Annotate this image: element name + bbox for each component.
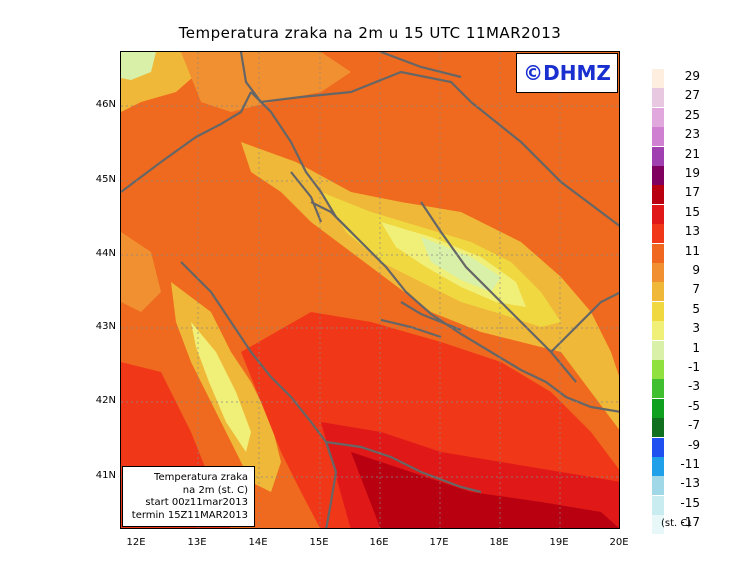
lat-label: 45N: [95, 174, 116, 185]
legend-label: -3: [688, 379, 700, 394]
legend-swatch: [652, 398, 664, 418]
legend-label: 3: [692, 321, 700, 336]
info-line-2: na 2m (st. C): [182, 484, 248, 496]
legend-label: 1: [692, 340, 700, 355]
legend-label: -15: [680, 495, 700, 510]
field-dinaric-coldest: [421, 237, 501, 292]
lon-label: 19E: [549, 537, 569, 548]
field-north-band: [181, 52, 351, 112]
legend-swatch: [652, 282, 664, 302]
legend-swatch: [652, 418, 664, 438]
legend-swatch: [652, 360, 664, 379]
forecast-info-box: Temperatura zraka na 2m (st. C) start 00…: [122, 466, 255, 527]
lon-label: 14E: [248, 537, 268, 548]
legend-swatch: [652, 243, 664, 263]
legend-label: -11: [680, 457, 700, 471]
legend-swatch: [652, 321, 664, 341]
lon-label: 15E: [309, 537, 329, 548]
legend-unit: (st. C): [661, 518, 692, 529]
legend-swatch: [652, 515, 664, 535]
legend-swatch: [652, 437, 664, 457]
legend-label: 13: [684, 224, 700, 239]
legend-label: -13: [680, 476, 700, 491]
lat-label: 43N: [95, 321, 116, 332]
legend-label: 19: [684, 166, 700, 180]
legend-label: 21: [684, 146, 700, 161]
legend-swatch: [652, 127, 664, 147]
map-title: Temperatura zraka na 2m u 15 UTC 11MAR20…: [178, 24, 562, 42]
lat-label: 42N: [95, 395, 116, 406]
legend-swatch: [652, 146, 664, 166]
lon-label: 20E: [609, 537, 629, 548]
coastlines: [121, 52, 619, 528]
field-west-spot: [121, 232, 161, 312]
legend-label: 17: [684, 185, 700, 200]
legend-label: -1: [688, 360, 700, 374]
legend-swatch: [652, 301, 664, 321]
legend-label: 23: [684, 127, 700, 142]
legend-swatch: [652, 263, 664, 282]
legend-label: -5: [688, 398, 700, 413]
legend-label: 15: [684, 204, 700, 219]
lat-label: 41N: [95, 470, 116, 481]
legend-label: 11: [684, 243, 700, 258]
lon-label: 13E: [187, 537, 207, 548]
graticule: [121, 52, 619, 528]
field-italy-cool: [191, 322, 251, 452]
legend-label: 7: [692, 282, 700, 297]
field-nw-cool: [121, 52, 156, 80]
legend-label: 25: [684, 107, 700, 122]
temperature-map: [120, 51, 620, 529]
legend-swatch: [652, 69, 664, 88]
legend-swatch: [652, 204, 664, 224]
info-line-3: start 00z11mar2013: [145, 497, 248, 508]
legend-swatch: [652, 457, 664, 476]
legend-label: 29: [684, 69, 700, 83]
legend-label: -17: [680, 515, 700, 530]
lon-label: 16E: [369, 537, 389, 548]
legend-swatch: [652, 340, 664, 360]
dhmz-logo: ©DHMZ: [516, 53, 618, 93]
legend-label: 27: [684, 88, 700, 103]
lon-label: 12E: [126, 537, 146, 548]
legend-swatch: [652, 185, 664, 205]
legend-label: 9: [692, 263, 700, 277]
temperature-field: [121, 52, 619, 528]
lat-label: 46N: [95, 99, 116, 110]
info-line-1: Temperatura zraka: [154, 472, 248, 483]
legend-swatch: [652, 224, 664, 244]
field-south-hottest: [351, 452, 619, 528]
legend-swatch: [652, 495, 664, 515]
legend-label: 5: [692, 301, 700, 316]
legend-swatch: [652, 166, 664, 185]
legend-label: -7: [688, 418, 700, 433]
lat-label: 44N: [95, 248, 116, 259]
lon-label: 18E: [489, 537, 509, 548]
legend-swatch: [652, 476, 664, 496]
lon-label: 17E: [429, 537, 449, 548]
legend-label: -9: [688, 437, 700, 452]
legend-swatch: [652, 379, 664, 399]
legend-swatch: [652, 107, 664, 127]
info-line-4: termin 15Z11MAR2013: [131, 509, 248, 521]
legend-swatch: [652, 88, 664, 108]
